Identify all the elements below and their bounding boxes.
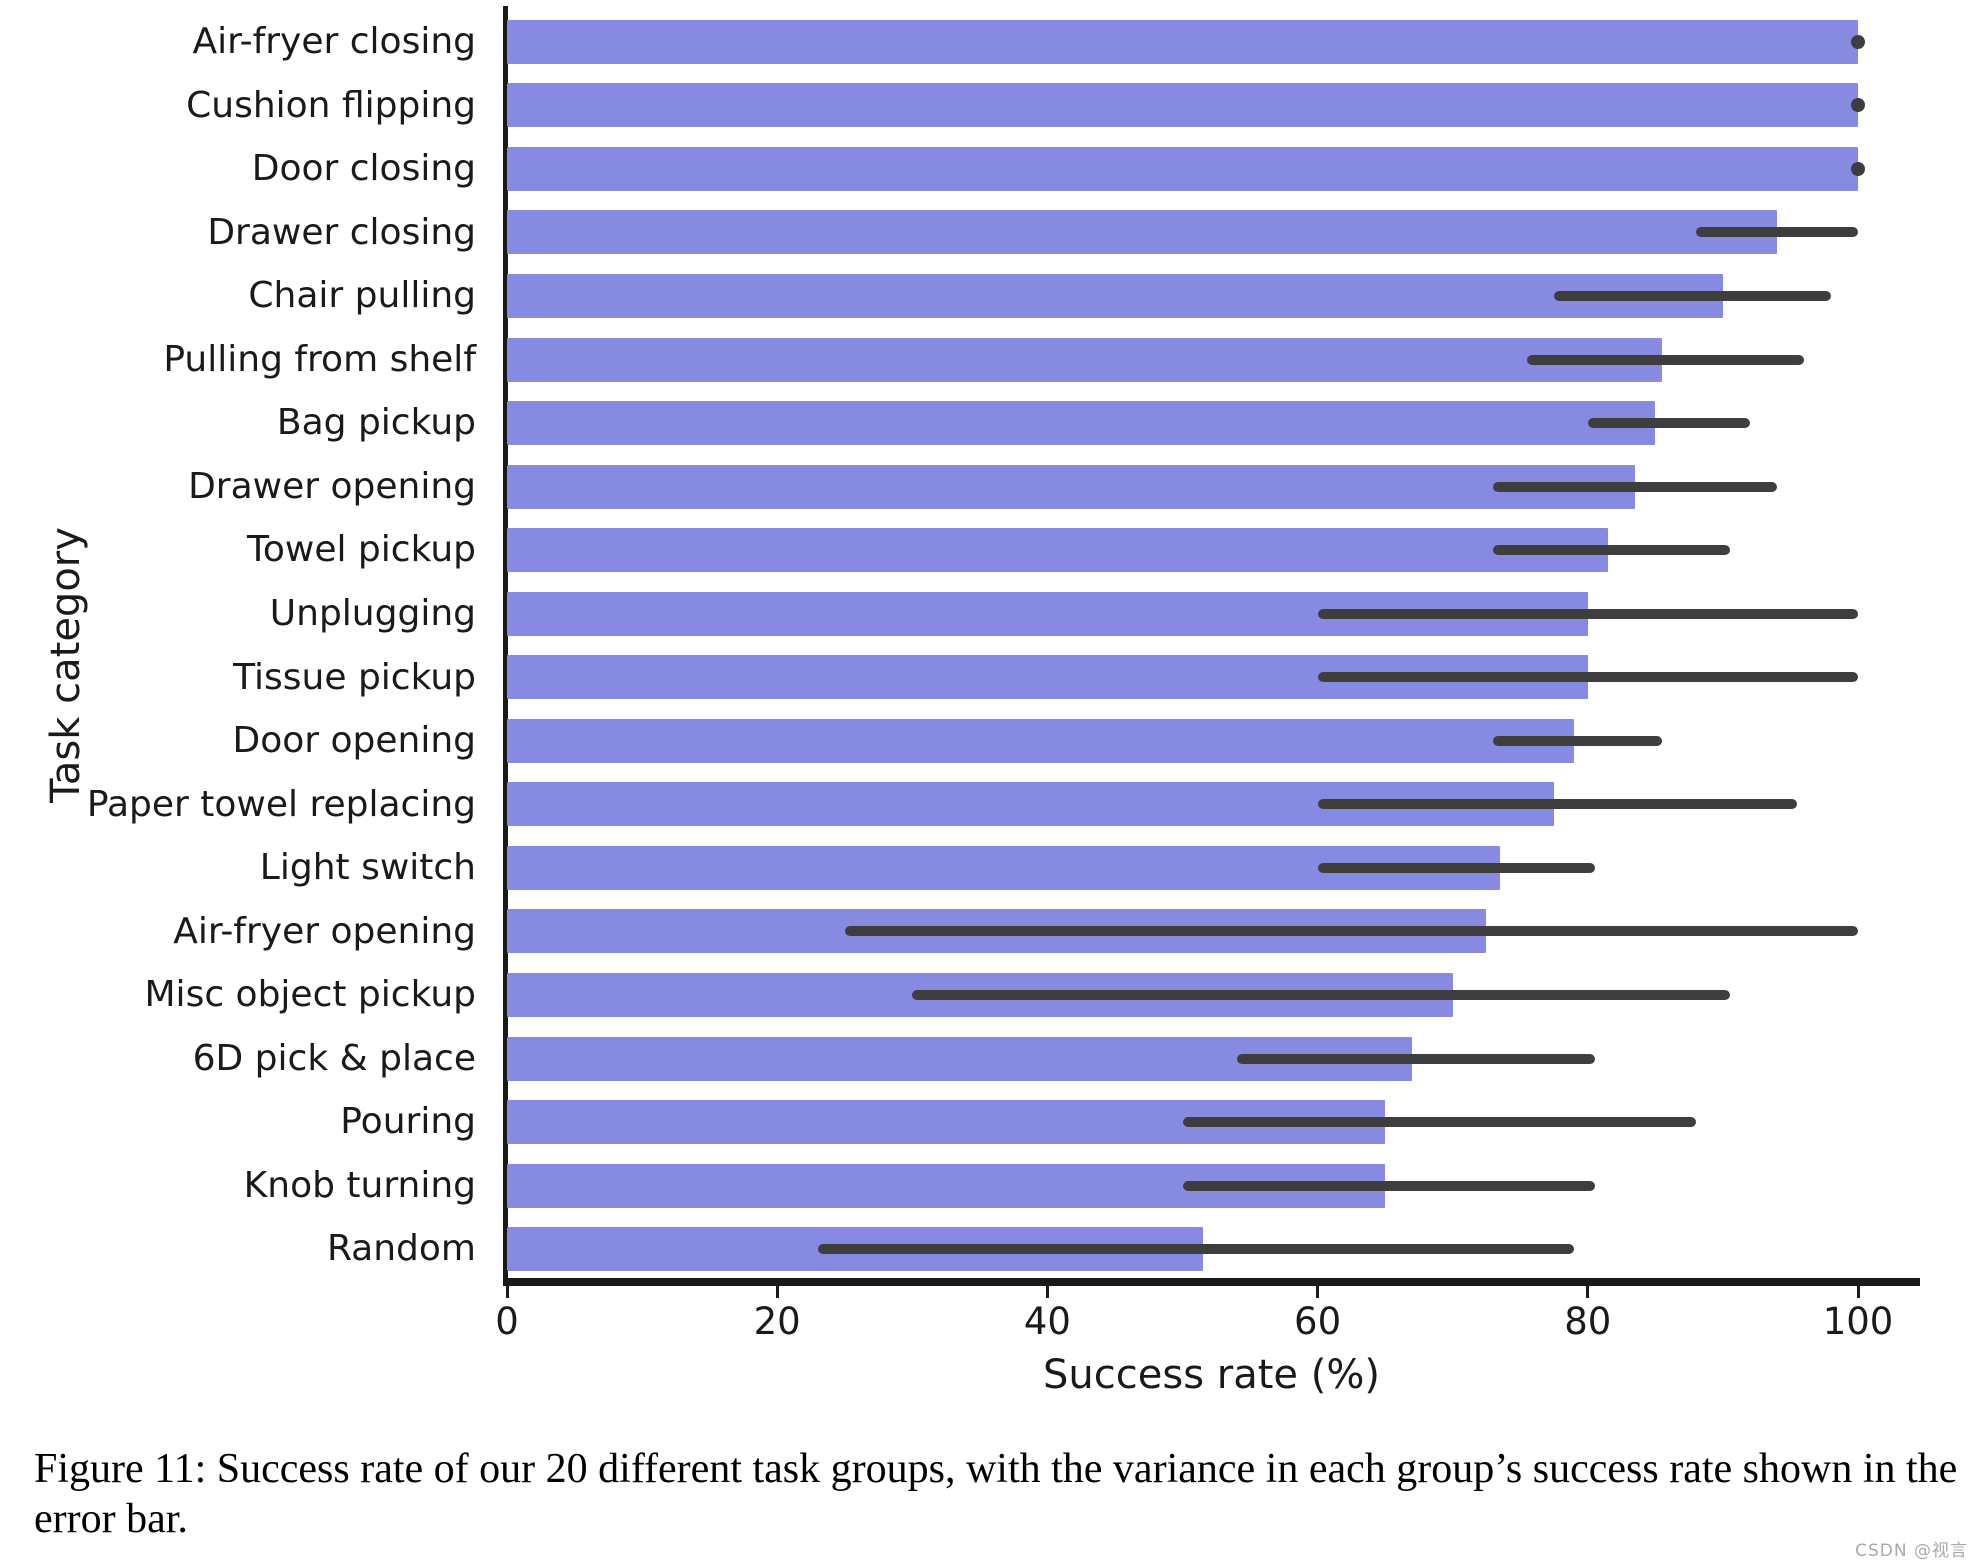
category-label: Tissue pickup xyxy=(233,656,476,698)
category-label: Pouring xyxy=(340,1101,476,1143)
category-label: Towel pickup xyxy=(247,529,476,571)
category-label: Light switch xyxy=(259,847,476,889)
watermark: CSDN @视言 xyxy=(1855,1541,1968,1561)
error-bar xyxy=(1493,735,1663,746)
error-bar xyxy=(1182,1180,1595,1191)
x-tick-mark xyxy=(775,1286,779,1298)
category-label: Chair pulling xyxy=(248,275,476,317)
bar xyxy=(507,718,1575,763)
error-bar xyxy=(1317,672,1858,683)
category-label: Misc object pickup xyxy=(144,974,477,1016)
category-label: Door closing xyxy=(251,148,476,190)
error-bar xyxy=(1493,545,1730,556)
category-label: Door opening xyxy=(232,720,476,762)
x-tick-label: 0 xyxy=(495,1300,519,1343)
category-label: Drawer opening xyxy=(188,465,476,507)
y-axis-title: Task category xyxy=(43,527,89,803)
category-label: Cushion flipping xyxy=(186,84,476,126)
error-bar xyxy=(817,1244,1575,1255)
error-bar xyxy=(1695,227,1858,238)
error-bar xyxy=(1317,862,1595,873)
bar xyxy=(507,210,1777,255)
error-dot xyxy=(1851,34,1865,49)
error-bar xyxy=(844,926,1858,937)
error-bar xyxy=(1527,354,1804,365)
y-axis-spine xyxy=(503,6,508,1286)
category-label: Bag pickup xyxy=(276,402,476,444)
x-tick-mark xyxy=(1586,1286,1590,1298)
bar xyxy=(507,146,1858,191)
bar xyxy=(507,401,1656,446)
y-axis-category-labels: Air-fryer closing Cushion flipping Door cl… xyxy=(0,10,488,1281)
error-bar xyxy=(1587,418,1750,429)
figure-caption: Figure 11: Success rate of our 20 differ… xyxy=(34,1446,1958,1542)
bar xyxy=(507,83,1858,128)
bar xyxy=(507,464,1636,509)
category-label: Drawer closing xyxy=(207,211,476,253)
x-tick-mark xyxy=(1856,1286,1860,1298)
error-bar xyxy=(1493,481,1777,492)
x-tick-label: 80 xyxy=(1564,1300,1612,1343)
category-label: Pulling from shelf xyxy=(163,338,476,380)
error-dot xyxy=(1851,98,1865,113)
x-tick-label: 40 xyxy=(1023,1300,1071,1343)
x-tick-mark xyxy=(1316,1286,1320,1298)
category-label: Unplugging xyxy=(269,592,476,634)
x-axis-title: Success rate (%) xyxy=(1043,1352,1380,1398)
error-bar xyxy=(1317,799,1798,810)
x-tick-label: 60 xyxy=(1294,1300,1342,1343)
category-label: Air-fryer opening xyxy=(173,910,476,952)
error-bar xyxy=(1182,1117,1696,1128)
error-bar xyxy=(1236,1053,1595,1064)
error-bar xyxy=(1554,290,1831,301)
x-axis-spine xyxy=(503,1278,1920,1286)
x-tick-label: 20 xyxy=(753,1300,801,1343)
x-tick-label: 100 xyxy=(1822,1300,1894,1343)
category-label: Knob turning xyxy=(243,1164,476,1206)
bar xyxy=(507,273,1723,318)
bar xyxy=(507,528,1609,573)
plot-area xyxy=(507,10,1920,1281)
error-bar xyxy=(1317,608,1858,619)
bar xyxy=(507,337,1663,382)
error-dot xyxy=(1851,161,1865,176)
x-tick-mark xyxy=(1045,1286,1049,1298)
category-label: Random xyxy=(326,1228,476,1270)
category-label: 6D pick & place xyxy=(192,1037,476,1079)
bar xyxy=(507,19,1858,64)
x-tick-mark xyxy=(505,1286,509,1298)
error-bar xyxy=(912,990,1730,1001)
category-label: Paper towel replacing xyxy=(86,783,476,825)
category-label: Air-fryer closing xyxy=(192,21,476,62)
